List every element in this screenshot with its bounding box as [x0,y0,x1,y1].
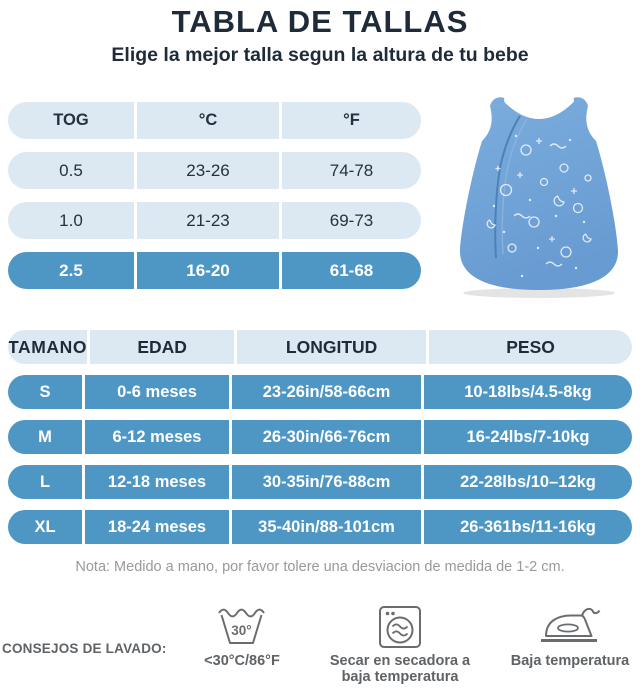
size-table-header-row: TAMANO EDAD LONGITUD PESO [8,330,632,364]
bag-doodle-pattern [486,138,592,267]
care-item-wash: 30° <30°C/86°F [167,604,317,670]
weight-value: 10-18lbs/4.5-8kg [464,382,592,401]
tog-row-2.5-highlighted: 2.5 16-20 61-68 [8,252,421,289]
tog-value: 2.5 [8,252,137,289]
fahrenheit-header: °F [343,111,360,129]
tog-value: 1.0 [8,202,137,239]
care-item-label: Secar en secadora a baja temperatura [329,653,471,685]
fahrenheit-value: 74-78 [329,160,374,180]
care-item-dry: Secar en secadora a baja temperatura [320,604,480,685]
size-value: M [8,420,85,454]
length-value: 35-40in/88-101cm [232,510,424,544]
age-header: EDAD [90,330,238,364]
size-value: L [8,465,85,499]
weight-header: PESO [506,336,555,357]
fahrenheit-value: 61-68 [329,260,374,280]
age-value: 6-12 meses [85,420,232,454]
celsius-value: 23-26 [137,152,282,189]
length-value: 23-26in/58-66cm [232,375,424,409]
tog-row-1.0: 1.0 21-23 69-73 [8,202,421,239]
iron-icon [537,604,603,650]
length-header: LONGITUD [237,330,430,364]
size-row-s: S 0-6 meses 23-26in/58-66cm 10-18lbs/4.5… [8,375,632,409]
age-value: 0-6 meses [85,375,232,409]
care-item-iron: Baja temperatura [490,604,640,670]
bag-collar [504,96,574,119]
size-row-l: L 12-18 meses 30-35in/76-88cm 22-28lbs/1… [8,465,632,499]
length-value: 30-35in/76-88cm [232,465,424,499]
age-value: 18-24 meses [85,510,232,544]
care-section-label: CONSEJOS DE LAVADO: [2,641,167,656]
fahrenheit-value: 69-73 [329,210,374,230]
care-item-label: <30°C/86°F [204,653,280,669]
size-header: TAMANO [8,330,91,364]
celsius-value: 16-20 [137,252,282,289]
bag-zipper-fold [501,118,528,255]
celsius-value: 21-23 [137,202,282,239]
weight-value: 16-24lbs/7-10kg [466,427,590,446]
page-subtitle: Elige la mejor talla segun la altura de … [111,44,529,66]
tumble-dryer-icon [378,604,422,650]
wash-temp-text: 30° [231,623,251,638]
care-item-label: Baja temperatura [510,653,630,669]
measurement-note: Nota: Medido a mano, por favor tolere un… [75,559,565,575]
tog-row-0.5: 0.5 23-26 74-78 [8,152,421,189]
tog-header: TOG [8,102,137,139]
size-row-xl: XL 18-24 meses 35-40in/88-101cm 26-361bs… [8,510,632,544]
weight-value: 22-28lbs/10–12kg [460,472,596,491]
length-value: 26-30in/66-76cm [232,420,424,454]
tog-table: TOG °C °F 0.5 23-26 74-78 1.0 21-23 69-7… [8,102,421,289]
size-row-m: M 6-12 meses 26-30in/66-76cm 16-24lbs/7-… [8,420,632,454]
product-image-sleep-sack [459,96,619,298]
bag-body [459,97,619,290]
wash-basin-30-icon: 30° [217,604,267,650]
age-value: 12-18 meses [85,465,232,499]
size-table: TAMANO EDAD LONGITUD PESO S 0-6 meses 23… [8,330,632,555]
bag-shadow [463,288,615,298]
bag-doodle-dots [492,134,586,278]
bag-neck-label [531,105,547,113]
size-value: S [8,375,85,409]
size-value: XL [8,510,85,544]
tog-table-header-row: TOG °C °F [8,102,421,139]
page-title: TABLA DE TALLAS [171,4,469,39]
tog-value: 0.5 [8,152,137,189]
celsius-header: °C [137,102,282,139]
weight-value: 26-361bs/11-16kg [460,517,596,536]
